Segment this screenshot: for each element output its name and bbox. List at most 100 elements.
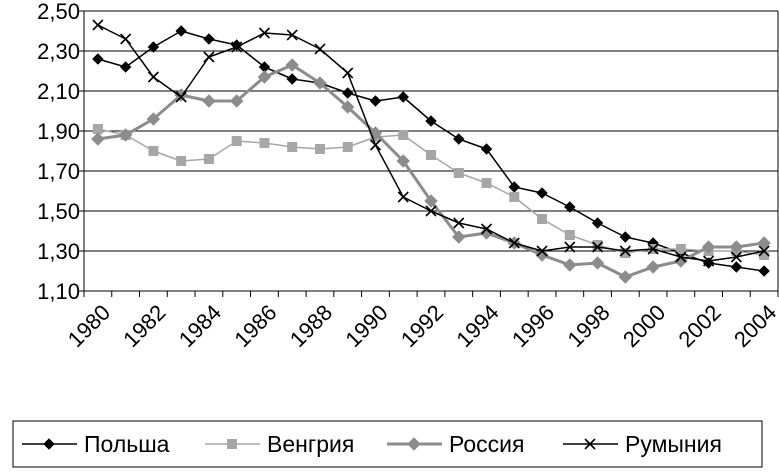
data-point (286, 29, 298, 41)
data-point (563, 258, 577, 272)
data-point (564, 201, 576, 213)
data-point (313, 76, 327, 90)
data-point (259, 138, 270, 148)
y-tick-label: 1,90 (37, 119, 80, 144)
series-3 (91, 58, 771, 284)
data-point (729, 240, 744, 254)
data-point (202, 94, 216, 108)
series-lines (91, 19, 771, 284)
data-point (369, 95, 382, 107)
data-point (537, 214, 548, 224)
legend-swatch-marker (407, 437, 421, 451)
data-point (480, 223, 493, 235)
data-point (620, 248, 631, 258)
data-point (92, 19, 104, 31)
data-point (702, 257, 715, 269)
data-point (591, 217, 604, 229)
data-point (647, 243, 659, 255)
data-point (314, 43, 326, 55)
y-tick-label: 2,50 (37, 0, 80, 24)
legend-label: Польша (84, 431, 170, 457)
data-point (619, 231, 632, 243)
data-point (119, 61, 132, 73)
data-point (148, 146, 159, 156)
x-tick-label: 1994 (451, 300, 503, 352)
data-point (342, 67, 354, 79)
data-point (257, 70, 272, 84)
y-tick-label: 2,30 (37, 39, 80, 64)
y-tick-label: 1,70 (37, 159, 80, 184)
x-tick-label: 2000 (618, 300, 670, 352)
legend-entry: Румыния (563, 431, 722, 457)
data-point (91, 132, 105, 146)
x-tick-label: 1988 (285, 300, 337, 352)
data-point (425, 115, 437, 127)
legend-swatch-marker (227, 439, 237, 449)
data-point (453, 168, 464, 178)
data-point (703, 255, 715, 267)
data-point (424, 194, 438, 208)
data-point (147, 71, 159, 83)
data-point (536, 187, 548, 199)
data-point (757, 236, 771, 250)
legend-swatch-marker (584, 438, 596, 450)
data-point (535, 248, 549, 262)
data-point (730, 251, 742, 263)
legend: Польша Венгрия Россия Румыния (12, 420, 763, 468)
data-point (314, 144, 325, 154)
data-point (229, 94, 244, 108)
data-point (592, 240, 603, 250)
data-point (730, 261, 743, 273)
data-point (759, 250, 770, 260)
x-tick-label: 1984 (174, 300, 226, 352)
y-tick-label: 2,10 (37, 79, 80, 104)
data-point (342, 87, 354, 99)
x-tick-label: 2004 (729, 300, 779, 352)
data-point (147, 41, 160, 53)
x-tick-label: 1980 (63, 300, 115, 352)
legend-swatch-marker (43, 438, 55, 450)
data-point (453, 133, 465, 145)
x-tick-label: 2002 (673, 300, 725, 352)
data-point (369, 139, 382, 151)
x-tick-label: 1990 (340, 300, 392, 352)
legend-entry: Польша (22, 431, 170, 457)
data-point (258, 27, 271, 39)
x-tick-label: 1992 (396, 300, 448, 352)
data-point (591, 241, 604, 253)
data-point (619, 245, 631, 257)
data-point (92, 124, 103, 134)
data-point (426, 150, 436, 160)
data-point (175, 91, 187, 103)
data-point (397, 91, 409, 103)
x-tick-label: 1998 (562, 300, 614, 352)
data-point (285, 58, 299, 72)
data-point (675, 251, 687, 263)
series-line (97, 128, 765, 256)
data-point (396, 154, 410, 168)
data-point (452, 230, 466, 244)
data-point (536, 245, 548, 257)
data-point (397, 191, 409, 203)
legend-label: Венгрия (267, 431, 354, 457)
y-tick-label: 1,10 (37, 279, 80, 304)
data-point (146, 112, 161, 126)
data-point (203, 51, 215, 63)
x-axis-ticks: 1980 1982 1984 1986 1988 1990 1992 1994 1996 1998… (63, 300, 779, 352)
data-point (118, 128, 133, 142)
data-point (203, 33, 215, 45)
data-point (508, 181, 520, 193)
data-point (675, 244, 686, 254)
series-line (97, 24, 765, 262)
data-point (120, 33, 132, 45)
data-point (341, 100, 355, 114)
data-point (564, 241, 576, 253)
data-point (509, 192, 520, 202)
data-point (646, 260, 660, 274)
data-point (701, 240, 716, 254)
data-point (425, 205, 437, 217)
series-4 (92, 19, 770, 267)
data-point (564, 230, 575, 240)
data-point (176, 156, 187, 166)
y-tick-label: 1,30 (37, 239, 80, 264)
